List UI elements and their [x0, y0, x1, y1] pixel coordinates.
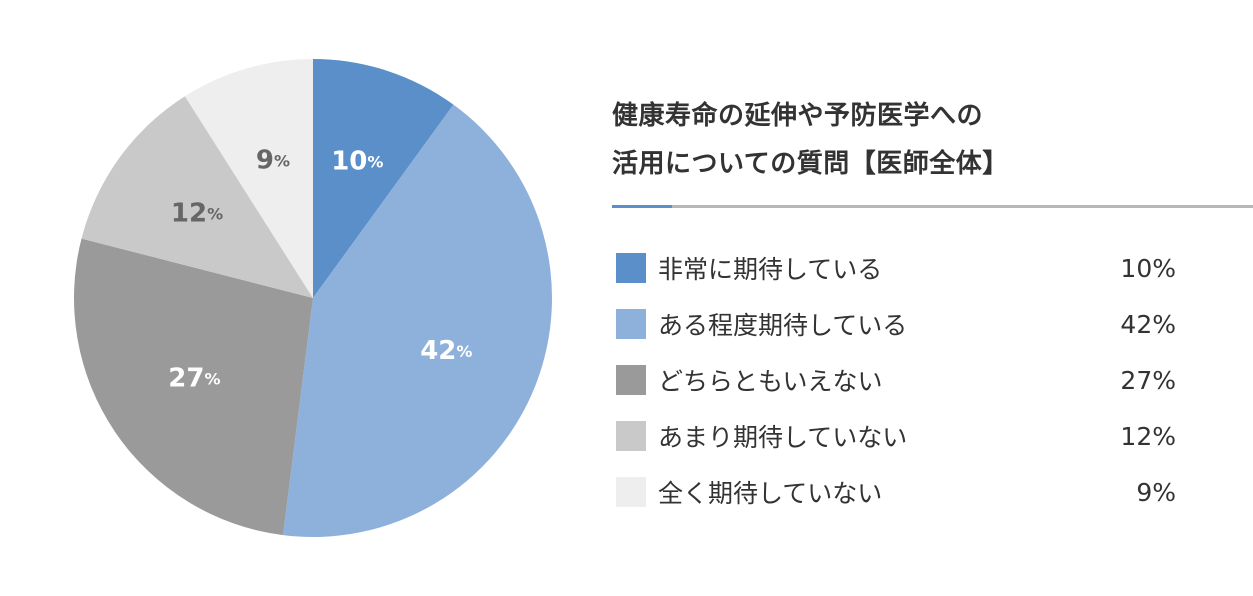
title-divider-accent — [612, 205, 672, 208]
pie-slice-neutral — [73, 238, 313, 536]
data-label-very-expect: 10% — [331, 147, 383, 177]
data-label-somewhat-expect: 42% — [420, 336, 472, 366]
legend-swatch — [616, 309, 646, 339]
pie-slice-not-at-all-expect — [184, 59, 313, 298]
data-label-not-at-all-expect: 9% — [256, 145, 290, 175]
data-label-neutral: 27% — [168, 364, 220, 394]
legend-label: ある程度期待している — [658, 311, 908, 340]
legend-swatch — [616, 365, 646, 395]
legend-item-very-expect: 非常に期待している 10% — [616, 240, 1176, 296]
legend-label: あまり期待していない — [658, 423, 908, 452]
legend-item-somewhat-expect: ある程度期待している 42% — [616, 296, 1176, 352]
legend-value: 42% — [1120, 309, 1176, 339]
legend-label: どちらともいえない — [658, 367, 883, 396]
legend-value: 27% — [1120, 365, 1176, 395]
legend-swatch — [616, 253, 646, 283]
legend-value: 10% — [1120, 253, 1176, 283]
chart-title: 健康寿命の延伸や予防医学への 活用についての質問【医師全体】 — [612, 92, 1009, 188]
pie-slice-very-expect — [313, 59, 454, 298]
legend: 非常に期待している 10% ある程度期待している 42% どちらともいえない 2… — [616, 240, 1176, 520]
legend-item-not-much-expect: あまり期待していない 12% — [616, 408, 1176, 464]
legend-swatch — [616, 477, 646, 507]
legend-label: 全く期待していない — [658, 479, 883, 508]
pie-slice-somewhat-expect — [283, 104, 552, 538]
chart-title-line-1: 健康寿命の延伸や予防医学への — [612, 101, 984, 131]
chart-title-line-2: 活用についての質問【医師全体】 — [612, 149, 1009, 179]
legend-value: 9% — [1136, 477, 1176, 507]
pie-chart: 10% 42% 27% 12% 9% — [73, 59, 552, 538]
legend-item-not-at-all-expect: 全く期待していない 9% — [616, 464, 1176, 520]
legend-swatch — [616, 421, 646, 451]
legend-value: 12% — [1120, 421, 1176, 451]
pie-slice-not-much-expect — [81, 96, 313, 298]
legend-label: 非常に期待している — [658, 255, 883, 284]
data-label-not-much-expect: 12% — [171, 199, 223, 229]
legend-item-neutral: どちらともいえない 27% — [616, 352, 1176, 408]
title-divider — [612, 205, 1253, 208]
